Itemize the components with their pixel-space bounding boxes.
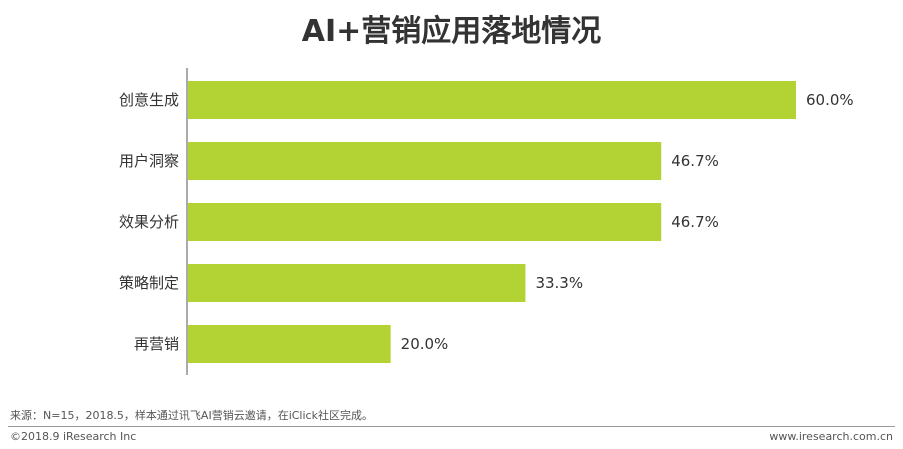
bar-2 [188,203,662,241]
value-label-0: 60.0% [806,91,854,109]
value-label-1: 46.7% [671,152,719,170]
value-label-4: 20.0% [401,335,449,353]
bar-chart: 创意生成 60.0% 用户洞察 46.7% 效果分析 46.7% 策略制定 33.3% 再营销 2… [119,68,854,375]
value-label-2: 46.7% [671,213,719,231]
category-label-0: 创意生成 [119,91,179,109]
bar-4 [188,325,391,363]
labels-layer: 创意生成 60.0% 用户洞察 46.7% 效果分析 46.7% 策略制定 33.3% 再营销 2… [119,91,854,353]
category-label-2: 效果分析 [119,213,179,231]
website-text: www.iresearch.com.cn [769,430,893,443]
footer-divider [8,426,895,427]
bar-1 [188,142,662,180]
copyright-text: ©2018.9 iResearch Inc [10,430,137,443]
bar-0 [188,81,796,119]
category-label-4: 再营销 [134,335,179,353]
category-label-3: 策略制定 [119,274,179,292]
value-label-3: 33.3% [535,274,583,292]
bar-3 [188,264,526,302]
bars-layer [188,81,796,363]
category-label-1: 用户洞察 [119,152,179,170]
source-note: 来源：N=15，2018.5，样本通过讯飞AI营销云邀请，在iClick社区完成… [10,409,373,422]
chart-title: AI+营销应用落地情况 [301,14,602,49]
